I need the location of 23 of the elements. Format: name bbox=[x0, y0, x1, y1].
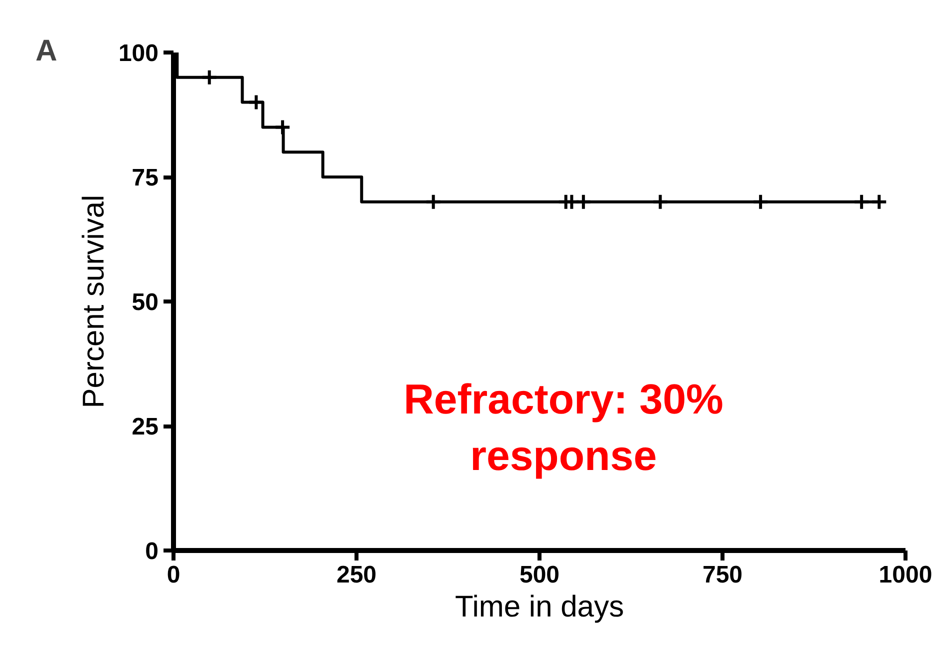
annotation: Refractory: 30% response bbox=[404, 376, 724, 479]
y-tick-label: 100 bbox=[118, 40, 159, 67]
point bbox=[752, 193, 770, 210]
point bbox=[853, 193, 870, 210]
point bbox=[652, 193, 669, 210]
point bbox=[870, 193, 888, 210]
x-tick-label: 500 bbox=[519, 562, 560, 588]
text: A bbox=[36, 34, 58, 68]
x-tick-label: 750 bbox=[702, 562, 743, 588]
x-tick-label: 250 bbox=[336, 562, 377, 588]
point bbox=[424, 193, 442, 210]
point bbox=[274, 118, 292, 136]
x-axis-title: Time in days bbox=[455, 590, 624, 624]
x-tick-label: 1000 bbox=[878, 562, 932, 588]
y-axis-title: Percent survival bbox=[77, 194, 110, 408]
point bbox=[200, 68, 218, 86]
y-tick-label: 50 bbox=[132, 289, 159, 316]
y-tick-label: 0 bbox=[145, 538, 159, 565]
y-tick-label: 75 bbox=[132, 164, 159, 192]
point bbox=[248, 94, 265, 111]
x-tick-label: 0 bbox=[166, 562, 180, 588]
y-tick-label: 25 bbox=[132, 414, 159, 440]
point bbox=[574, 193, 592, 210]
